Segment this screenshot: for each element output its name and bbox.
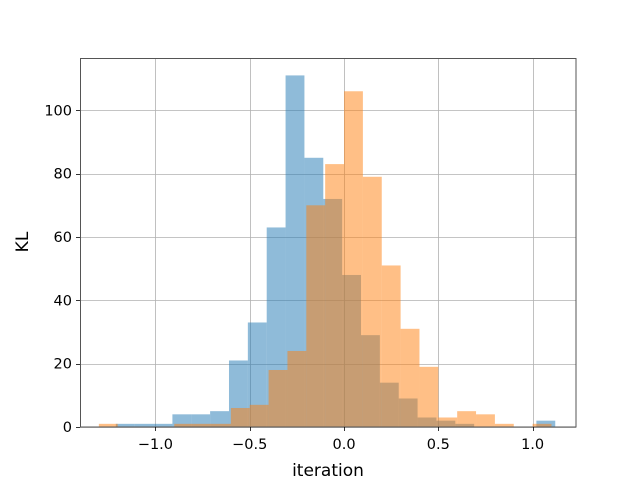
histogram-bar-series-2 bbox=[419, 366, 439, 427]
y-axis-label: KL bbox=[13, 231, 33, 252]
histogram-bar-series-2 bbox=[381, 265, 401, 427]
x-tick-label: 1.0 bbox=[521, 437, 544, 453]
plot-frame bbox=[80, 58, 577, 428]
x-tick-label: −1.0 bbox=[138, 437, 173, 453]
histogram-bar-series-2 bbox=[325, 164, 345, 427]
histogram-bar-series-2 bbox=[438, 417, 458, 427]
y-tick-label: 20 bbox=[54, 357, 72, 373]
histogram-bar-series-2 bbox=[362, 176, 382, 427]
histogram-bar-series-2 bbox=[457, 411, 477, 427]
histogram-bar-series-2 bbox=[174, 423, 194, 427]
x-tick-label: 0.0 bbox=[332, 437, 355, 453]
x-tick-label: 0.5 bbox=[427, 437, 450, 453]
y-tick-label: 60 bbox=[54, 230, 72, 246]
axis-ticks: −1.0 −0.5 0.0 0.5 1.0 0 20 40 60 80 100 bbox=[44, 103, 544, 453]
histogram-bar-series-2 bbox=[193, 423, 213, 427]
histogram-bar-series-2 bbox=[98, 423, 118, 427]
histogram-bar-series-2 bbox=[268, 369, 288, 427]
histogram-bar-series-2 bbox=[249, 404, 269, 427]
histogram-bar-series-2 bbox=[344, 91, 363, 427]
histogram-bar-series-1 bbox=[285, 75, 305, 428]
y-tick-label: 80 bbox=[54, 167, 72, 183]
histogram-bar-series-1 bbox=[247, 322, 267, 427]
histogram-bar-series-1 bbox=[134, 423, 154, 427]
y-tick-label: 0 bbox=[63, 420, 72, 436]
histogram-bar-series-2 bbox=[212, 423, 231, 427]
histogram-bar-series-2 bbox=[400, 328, 420, 427]
histogram-bar-series-2 bbox=[287, 350, 307, 427]
histogram-bar-series-2 bbox=[532, 423, 552, 427]
histogram-bar-series-2 bbox=[476, 414, 495, 427]
histogram-bar-series-2 bbox=[230, 407, 250, 427]
histogram-bar-series-2 bbox=[494, 423, 514, 427]
histogram-bar-series-2 bbox=[306, 205, 326, 427]
x-axis-label: iteration bbox=[292, 461, 364, 480]
y-tick-label: 100 bbox=[44, 103, 72, 119]
histogram-bar-series-1 bbox=[210, 411, 229, 427]
y-tick-label: 40 bbox=[54, 293, 72, 309]
histogram-bars bbox=[98, 75, 556, 428]
histogram-bar-series-1 bbox=[115, 423, 135, 427]
x-tick-label: −0.5 bbox=[232, 437, 267, 453]
histogram-bar-series-1 bbox=[153, 423, 173, 427]
